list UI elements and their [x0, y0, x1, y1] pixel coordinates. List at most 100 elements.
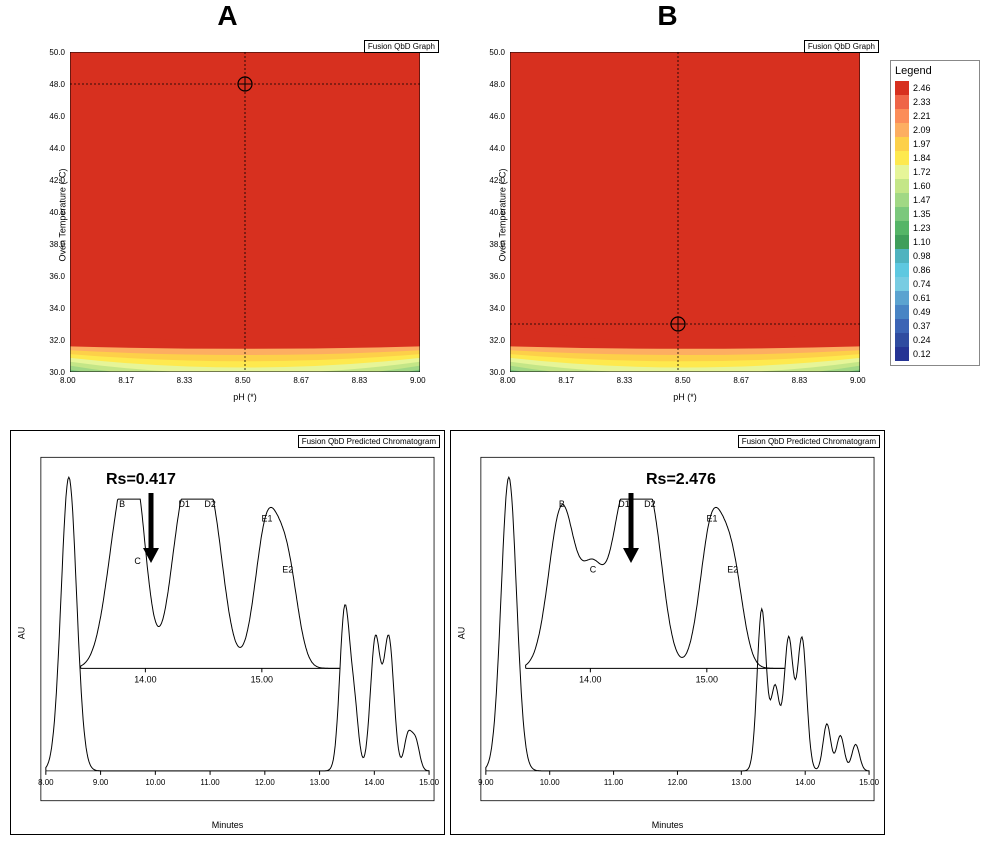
ytick-label: 34.0 — [489, 304, 505, 313]
legend-value: 0.86 — [913, 265, 931, 275]
xtick-label: 8.50 — [675, 376, 691, 385]
legend-swatch — [895, 291, 909, 305]
legend-swatch — [895, 137, 909, 151]
xtick-label: 8.17 — [558, 376, 574, 385]
legend-row: 1.35 — [895, 207, 975, 221]
svg-text:12.00: 12.00 — [255, 778, 275, 787]
svg-text:14.00: 14.00 — [795, 778, 815, 787]
chrom-b-ylabel: AU — [456, 626, 466, 639]
ytick-label: 44.0 — [49, 144, 65, 153]
svg-text:10.00: 10.00 — [540, 778, 560, 787]
legend-value: 0.37 — [913, 321, 931, 331]
ytick-label: 40.0 — [489, 208, 505, 217]
legend-swatch — [895, 263, 909, 277]
svg-text:14.00: 14.00 — [364, 778, 384, 787]
chrom-a-ylabel: AU — [16, 626, 26, 639]
legend-swatch — [895, 347, 909, 361]
svg-text:D1: D1 — [178, 499, 189, 509]
ytick-label: 38.0 — [489, 240, 505, 249]
legend-panel: Legend 2.462.332.212.091.971.841.721.601… — [890, 10, 1000, 420]
legend-row: 0.86 — [895, 263, 975, 277]
legend-row: 1.72 — [895, 165, 975, 179]
legend-row: 1.60 — [895, 179, 975, 193]
legend-swatch — [895, 95, 909, 109]
svg-text:E1: E1 — [262, 514, 273, 524]
legend-swatch — [895, 305, 909, 319]
svg-text:15.00: 15.00 — [419, 778, 439, 787]
ytick-label: 38.0 — [49, 240, 65, 249]
legend-row: 1.23 — [895, 221, 975, 235]
legend-row: 2.09 — [895, 123, 975, 137]
legend-swatch — [895, 333, 909, 347]
legend-swatch — [895, 109, 909, 123]
arrow-b-icon — [621, 493, 641, 563]
chrom-a-xlabel: Minutes — [212, 820, 244, 830]
legend-row: 0.12 — [895, 347, 975, 361]
legend-value: 0.61 — [913, 293, 931, 303]
legend-swatch — [895, 277, 909, 291]
legend-value: 2.09 — [913, 125, 931, 135]
legend-swatch — [895, 249, 909, 263]
arrow-a-icon — [141, 493, 161, 563]
ytick-label: 36.0 — [49, 272, 65, 281]
chrom-b-xlabel: Minutes — [652, 820, 684, 830]
svg-text:9.00: 9.00 — [478, 778, 494, 787]
legend-value: 1.60 — [913, 181, 931, 191]
legend-box: Legend 2.462.332.212.091.971.841.721.601… — [890, 60, 980, 366]
ytick-label: 46.0 — [49, 112, 65, 121]
xtick-label: 8.50 — [235, 376, 251, 385]
chrom-b-title: Fusion QbD Predicted Chromatogram — [738, 435, 880, 448]
ytick-label: 32.0 — [49, 336, 65, 345]
svg-text:14.00: 14.00 — [134, 674, 156, 684]
svg-text:9.00: 9.00 — [93, 778, 109, 787]
legend-value: 0.12 — [913, 349, 931, 359]
legend-row: 1.47 — [895, 193, 975, 207]
legend-value: 2.46 — [913, 83, 931, 93]
legend-value: 1.47 — [913, 195, 931, 205]
legend-value: 0.74 — [913, 279, 931, 289]
xtick-label: 8.00 — [500, 376, 516, 385]
legend-swatch — [895, 81, 909, 95]
ytick-label: 46.0 — [489, 112, 505, 121]
legend-swatch — [895, 207, 909, 221]
ytick-label: 50.0 — [49, 48, 65, 57]
svg-text:11.00: 11.00 — [604, 778, 624, 787]
legend-row: 0.37 — [895, 319, 975, 333]
svg-text:D2: D2 — [644, 499, 655, 509]
xtick-label: 8.83 — [792, 376, 808, 385]
svg-text:15.00: 15.00 — [859, 778, 879, 787]
svg-text:8.00: 8.00 — [38, 778, 54, 787]
contour-a-svg — [70, 52, 420, 372]
contour-a-xlabel: pH (*) — [233, 392, 257, 402]
svg-text:D2: D2 — [204, 499, 215, 509]
xtick-label: 8.33 — [177, 376, 193, 385]
legend-title: Legend — [895, 65, 975, 77]
legend-swatch — [895, 179, 909, 193]
xtick-label: 9.00 — [410, 376, 426, 385]
legend-swatch — [895, 319, 909, 333]
legend-value: 1.23 — [913, 223, 931, 233]
chrom-panel-a: Fusion QbD Predicted Chromatogram AU 8.0… — [10, 430, 445, 835]
legend-swatch — [895, 123, 909, 137]
legend-row: 0.61 — [895, 291, 975, 305]
svg-text:14.00: 14.00 — [579, 674, 601, 684]
svg-text:E2: E2 — [727, 564, 738, 574]
legend-value: 1.10 — [913, 237, 931, 247]
chrom-a-title: Fusion QbD Predicted Chromatogram — [298, 435, 440, 448]
rs-a-label: Rs=0.417 — [106, 471, 176, 489]
legend-value: 1.35 — [913, 209, 931, 219]
svg-text:10.00: 10.00 — [145, 778, 165, 787]
legend-value: 2.33 — [913, 97, 931, 107]
svg-text:11.00: 11.00 — [200, 778, 220, 787]
xtick-label: 8.00 — [60, 376, 76, 385]
xtick-label: 8.33 — [617, 376, 633, 385]
chrom-a-svg: 8.009.0010.0011.0012.0013.0014.0015.0014… — [11, 431, 444, 834]
legend-value: 1.97 — [913, 139, 931, 149]
svg-text:12.00: 12.00 — [668, 778, 688, 787]
contour-panel-a: A Fusion QbD Graph Oven Temperature (°C)… — [10, 10, 445, 420]
ytick-label: 34.0 — [49, 304, 65, 313]
legend-value: 0.49 — [913, 307, 931, 317]
legend-row: 0.24 — [895, 333, 975, 347]
legend-swatch — [895, 221, 909, 235]
ytick-label: 48.0 — [49, 80, 65, 89]
